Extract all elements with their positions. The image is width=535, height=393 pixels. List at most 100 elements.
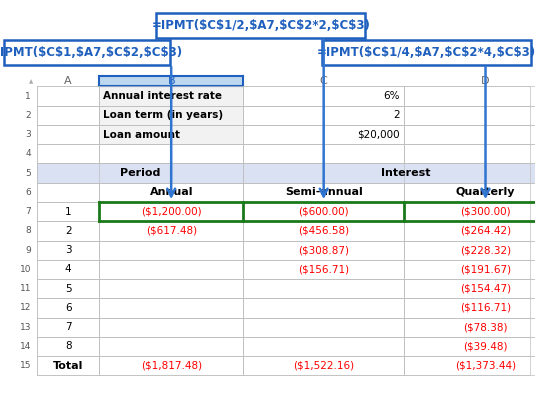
Bar	[37, 125, 99, 144]
Bar	[99, 106, 243, 125]
Bar	[404, 106, 535, 125]
Text: 12: 12	[20, 303, 31, 312]
Text: A: A	[64, 76, 72, 86]
Text: 15: 15	[20, 361, 31, 370]
Bar	[243, 279, 404, 298]
Text: =IPMT($C$1,$A7,$C$2,$C$3): =IPMT($C$1,$A7,$C$2,$C$3)	[0, 46, 183, 59]
Text: ($1,522.16): ($1,522.16)	[293, 361, 354, 371]
Bar	[37, 202, 99, 221]
Text: 13: 13	[20, 323, 31, 332]
Text: ($600.00): ($600.00)	[299, 207, 349, 217]
Bar	[37, 337, 99, 356]
Text: 5: 5	[65, 284, 72, 294]
Bar	[99, 221, 243, 241]
Text: 8: 8	[65, 342, 72, 351]
Text: ($308.87): ($308.87)	[298, 245, 349, 255]
Text: 8: 8	[25, 226, 31, 235]
Text: D: D	[482, 76, 490, 86]
FancyBboxPatch shape	[4, 40, 170, 65]
Bar	[37, 241, 99, 260]
Bar	[99, 76, 243, 86]
Text: 5: 5	[25, 169, 31, 178]
Bar	[404, 183, 535, 202]
Text: =IPMT($C$1/2,$A7,$C$2*2,$C$3): =IPMT($C$1/2,$A7,$C$2*2,$C$3)	[151, 18, 370, 32]
Text: 2: 2	[25, 111, 31, 120]
Bar	[243, 318, 404, 337]
Bar	[404, 125, 535, 144]
Text: 6%: 6%	[384, 91, 400, 101]
Text: 1: 1	[65, 207, 72, 217]
Bar	[404, 221, 535, 241]
Bar	[404, 337, 535, 356]
Text: Annual interest rate: Annual interest rate	[103, 91, 221, 101]
FancyBboxPatch shape	[156, 13, 365, 38]
Bar	[99, 86, 243, 106]
Bar	[243, 163, 535, 183]
Text: 14: 14	[20, 342, 31, 351]
Bar	[243, 125, 404, 144]
Text: Semi-annual: Semi-annual	[285, 187, 363, 197]
Text: ($300.00): ($300.00)	[460, 207, 511, 217]
Bar	[99, 125, 243, 144]
Text: Period: Period	[120, 168, 160, 178]
Bar	[99, 318, 243, 337]
Bar	[37, 144, 99, 163]
Text: 6: 6	[25, 188, 31, 197]
Bar	[404, 318, 535, 337]
Bar	[243, 144, 404, 163]
Text: B: B	[167, 76, 175, 86]
Bar	[243, 183, 404, 202]
Bar	[243, 106, 404, 125]
Text: ($191.67): ($191.67)	[460, 264, 511, 274]
Text: C: C	[320, 76, 327, 86]
Bar	[99, 183, 243, 202]
Text: 9: 9	[25, 246, 31, 255]
Text: Total: Total	[53, 361, 83, 371]
Text: 7: 7	[65, 322, 72, 332]
Text: 3: 3	[25, 130, 31, 139]
Bar	[99, 241, 243, 260]
Bar	[243, 356, 404, 375]
Text: ($39.48): ($39.48)	[463, 342, 508, 351]
Bar	[243, 260, 404, 279]
Bar	[243, 202, 404, 221]
Text: 2: 2	[394, 110, 400, 120]
Bar	[37, 106, 99, 125]
Bar	[99, 298, 243, 318]
Text: Quarterly: Quarterly	[456, 187, 515, 197]
Bar	[243, 241, 404, 260]
Bar	[243, 337, 404, 356]
Text: 6: 6	[65, 303, 72, 313]
Text: 7: 7	[25, 207, 31, 216]
Bar	[99, 144, 243, 163]
Bar	[404, 356, 535, 375]
Text: 10: 10	[20, 265, 31, 274]
Text: =IPMT($C$1/4,$A7,$C$2*4,$C$3): =IPMT($C$1/4,$A7,$C$2*4,$C$3)	[317, 46, 535, 59]
Text: 11: 11	[20, 284, 31, 293]
Text: Loan amount: Loan amount	[103, 130, 180, 140]
Bar	[404, 144, 535, 163]
FancyBboxPatch shape	[322, 40, 531, 65]
Text: ($78.38): ($78.38)	[463, 322, 508, 332]
Text: ($228.32): ($228.32)	[460, 245, 511, 255]
Bar	[404, 298, 535, 318]
Text: 3: 3	[65, 245, 72, 255]
Text: ($1,373.44): ($1,373.44)	[455, 361, 516, 371]
Bar	[37, 86, 99, 106]
Text: ($264.42): ($264.42)	[460, 226, 511, 236]
Bar	[243, 221, 404, 241]
Text: ($116.71): ($116.71)	[460, 303, 511, 313]
Bar	[99, 279, 243, 298]
Bar	[404, 241, 535, 260]
Bar	[37, 298, 99, 318]
Text: 2: 2	[65, 226, 72, 236]
Bar	[37, 279, 99, 298]
Bar	[243, 298, 404, 318]
Text: Annual: Annual	[149, 187, 193, 197]
Bar	[404, 279, 535, 298]
Text: ($1,817.48): ($1,817.48)	[141, 361, 202, 371]
Text: ($617.48): ($617.48)	[146, 226, 197, 236]
Bar	[37, 221, 99, 241]
Bar	[99, 260, 243, 279]
Text: Interest: Interest	[380, 168, 430, 178]
